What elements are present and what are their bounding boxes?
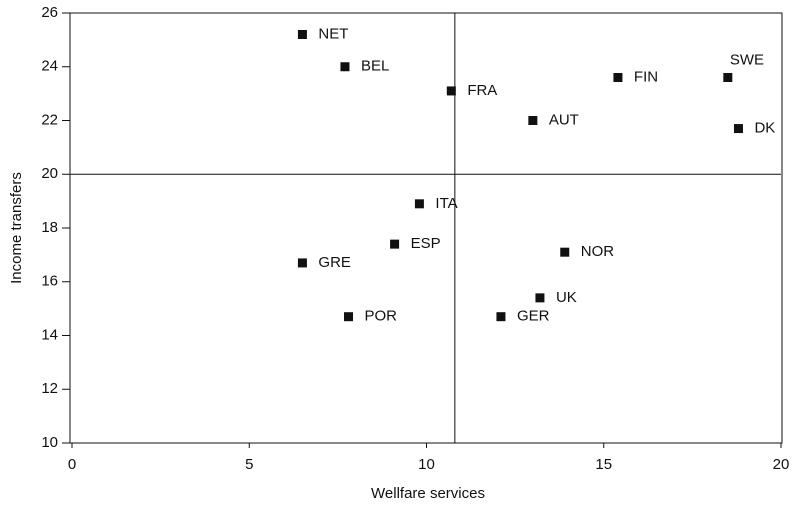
point-label: ESP — [411, 235, 441, 252]
x-tick-label: 15 — [595, 456, 612, 473]
point-label: DK — [754, 120, 775, 137]
point — [446, 86, 456, 96]
point-label: POR — [365, 308, 398, 325]
point-label: SWE — [730, 51, 764, 68]
point — [340, 62, 350, 72]
point-label: FRA — [467, 82, 497, 99]
x-tick-label: 5 — [245, 456, 253, 473]
point — [390, 239, 400, 249]
point — [496, 312, 506, 322]
y-tick-label: 26 — [41, 4, 58, 21]
point-label: UK — [556, 289, 577, 306]
x-tick-label: 20 — [773, 456, 790, 473]
point — [297, 30, 307, 39]
point — [528, 116, 538, 125]
plot-frame — [69, 12, 783, 444]
point-label: AUT — [549, 111, 579, 128]
point — [613, 73, 623, 82]
y-tick-label: 22 — [41, 111, 58, 128]
x-tick-label: 10 — [418, 456, 435, 473]
y-tick-label: 18 — [41, 219, 58, 236]
x-axis-label: Wellfare services — [371, 485, 485, 502]
point — [414, 199, 424, 209]
point-label: ITA — [435, 195, 457, 212]
point-label: NET — [318, 25, 348, 42]
y-tick-label: 20 — [41, 165, 58, 182]
point — [733, 124, 743, 134]
point-label: NOR — [581, 243, 615, 260]
x-tick-label: 0 — [68, 456, 76, 473]
point — [560, 247, 570, 257]
point-label: BEL — [361, 58, 389, 75]
point — [297, 258, 307, 268]
y-axis-label: Income transfers — [8, 172, 25, 284]
point — [535, 293, 545, 303]
point-label: FIN — [634, 68, 658, 85]
point-label: GER — [517, 308, 550, 325]
y-tick-label: 10 — [41, 434, 58, 451]
y-tick-label: 16 — [41, 273, 58, 290]
y-tick-label: 12 — [41, 380, 58, 397]
point — [723, 73, 733, 82]
point — [344, 312, 354, 322]
point-label: GRE — [318, 254, 351, 271]
y-tick-label: 24 — [41, 58, 58, 75]
y-tick-label: 14 — [41, 326, 58, 343]
